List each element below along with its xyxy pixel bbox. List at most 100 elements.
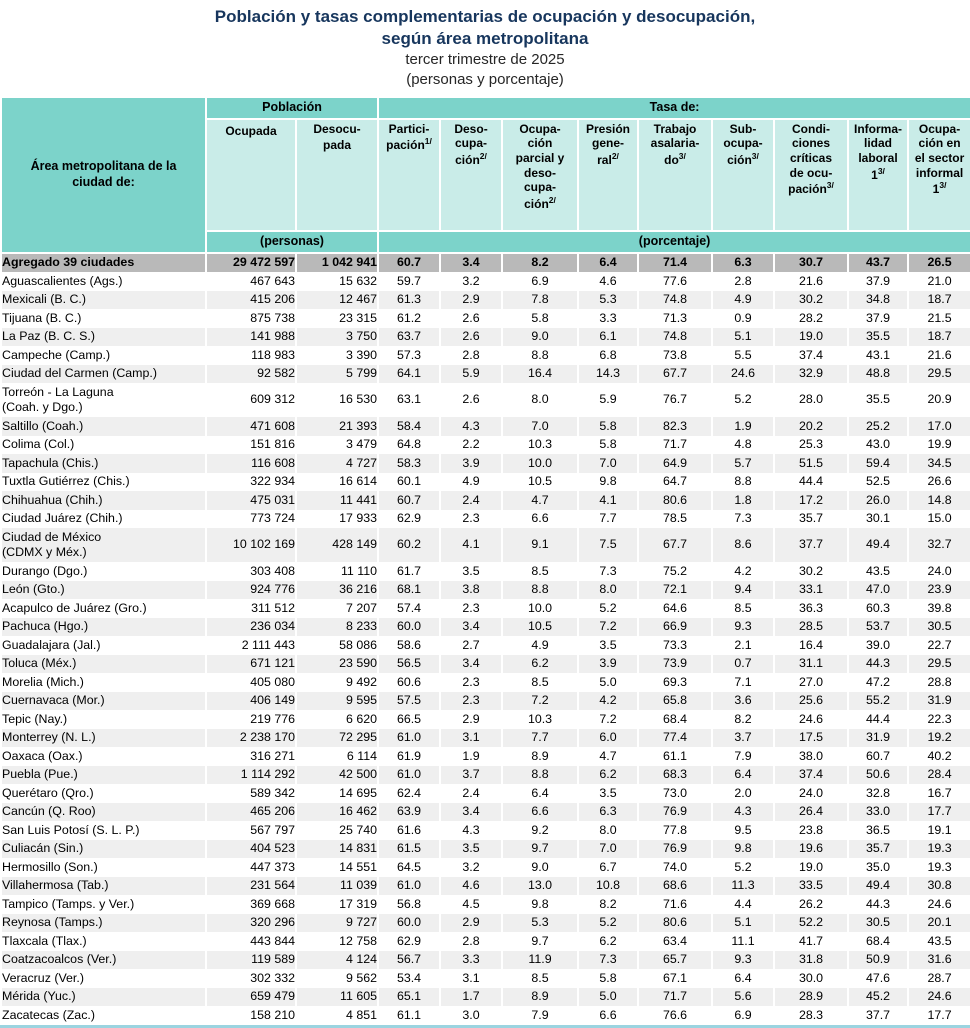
rate-value: 37.7 [847,1006,910,1027]
rate-value: 9.4 [711,580,776,600]
rate-value: 57.5 [377,691,442,711]
units-row: (personas) (porcentaje) [1,229,970,254]
rate-value: 7.1 [711,673,776,692]
rate-value: 26.6 [907,472,970,492]
population-value: 6 114 [294,747,380,766]
area-name: Ciudad del Carmen (Camp.) [0,364,207,384]
rate-value: 28.2 [773,309,850,328]
rate-value: 35.7 [773,509,850,529]
area-name: Ciudad de México (CDMX y Méx.) [0,528,207,563]
column-header-condiciones-criticas: Condi- ciones críticas de ocu- pación3/ [773,117,850,232]
rate-value: 17.5 [773,728,850,748]
rate-value: 2.3 [439,599,504,618]
rate-value: 8.5 [501,562,580,581]
population-value: 659 479 [205,987,297,1007]
rate-value: 73.3 [637,636,714,655]
area-name: Durango (Dgo.) [0,562,207,581]
rate-value: 11.1 [711,932,776,951]
population-value: 11 441 [294,491,380,510]
rate-value: 61.1 [377,1006,442,1027]
table-row: Mérida (Yuc.) 659 479 11 605 65.1 1.7 8.9 5.0 7… [0,987,970,1007]
rate-value: 66.5 [377,710,442,729]
rate-value: 74.8 [637,290,714,310]
population-value: 447 373 [205,858,297,877]
rate-value: 39.8 [907,599,970,618]
rate-value: 20.2 [773,417,850,436]
population-value: 11 605 [294,987,380,1007]
rate-value: 25.6 [773,691,850,711]
rate-value: 4.1 [577,491,640,510]
rate-value: 30.2 [773,562,850,581]
area-name: Cuernavaca (Mor.) [0,691,207,711]
rate-value: 25.3 [773,435,850,455]
rate-value: 9.8 [577,472,640,492]
rate-value: 6.4 [501,784,580,803]
table-row: Morelia (Mich.) 405 080 9 492 60.6 2.3 8.5 5.0… [0,673,970,692]
rate-value: 10.3 [501,435,580,455]
rate-value: 3.4 [439,802,504,822]
column-header-label: Presión gene- ral [586,121,631,167]
table-row: Mexicali (B. C.) 415 206 12 467 61.3 2.9 7.8 5… [0,290,970,310]
area-name: Oaxaca (Oax.) [0,747,207,766]
population-value: 92 582 [205,364,297,384]
population-value: 467 643 [205,272,297,291]
rate-value: 17.0 [907,417,970,436]
rate-value: 3.1 [439,969,504,988]
rate-value: 17.7 [907,1006,970,1027]
area-name: Guadalajara (Jal.) [0,636,207,655]
rate-value: 3.6 [711,691,776,711]
table-row: Veracruz (Ver.) 302 332 9 562 53.4 3.1 8.5 5.8… [0,969,970,988]
rate-value: 7.0 [501,417,580,436]
rate-value: 8.2 [711,710,776,729]
column-group-tasa: Tasa de: [377,95,970,120]
rate-value: 66.9 [637,617,714,637]
area-name: Tijuana (B. C.) [0,309,207,328]
rate-value: 11.9 [501,950,580,970]
rate-value: 71.3 [637,309,714,328]
rate-value: 33.1 [773,580,850,600]
rate-value: 28.4 [907,765,970,785]
rate-value: 32.7 [907,528,970,563]
rate-value: 61.9 [377,747,442,766]
table-row: Puebla (Pue.) 1 114 292 42 500 61.0 3.7 8.8 6.… [0,765,970,785]
area-name: Mexicali (B. C.) [0,290,207,310]
rate-value: 38.0 [773,747,850,766]
population-value: 567 797 [205,821,297,840]
population-value: 609 312 [205,383,297,418]
table-row: Torreón - La Laguna (Coah. y Dgo.) 609 31… [0,383,970,418]
rate-value: 4.4 [711,895,776,914]
footnote-mark: 2/ [611,150,619,161]
rate-value: 4.9 [501,636,580,655]
rate-value: 8.9 [501,747,580,766]
rate-value: 19.3 [907,839,970,859]
rate-value: 50.9 [847,950,910,970]
rate-value: 65.8 [637,691,714,711]
rate-value: 5.9 [439,364,504,384]
area-name: Ciudad Juárez (Chih.) [0,509,207,529]
footnote-mark: 2/ [479,150,487,161]
rate-value: 50.6 [847,765,910,785]
rate-value: 8.6 [711,528,776,563]
rate-value: 60.2 [377,528,442,563]
rate-value: 6.4 [711,765,776,785]
rate-value: 8.5 [501,969,580,988]
area-name: Tampico (Tamps. y Ver.) [0,895,207,914]
rate-value: 19.0 [773,858,850,877]
population-value: 875 738 [205,309,297,328]
rate-value: 26.4 [773,802,850,822]
rate-value: 58.4 [377,417,442,436]
rate-value: 20.1 [907,913,970,933]
rate-value: 8.0 [577,821,640,840]
rate-value: 35.7 [847,839,910,859]
footnote-mark: 2/ [548,194,556,205]
population-value: 3 390 [294,346,380,365]
rate-value: 43.0 [847,435,910,455]
area-name: Acapulco de Juárez (Gro.) [0,599,207,618]
rate-value: 0.7 [711,654,776,674]
rate-value: 5.1 [711,913,776,933]
area-name: León (Gto.) [0,580,207,600]
rate-value: 2.9 [439,913,504,933]
column-header-participacion: Partici- pación1/ [377,117,442,232]
rate-value: 59.7 [377,272,442,291]
rate-value: 7.3 [711,509,776,529]
